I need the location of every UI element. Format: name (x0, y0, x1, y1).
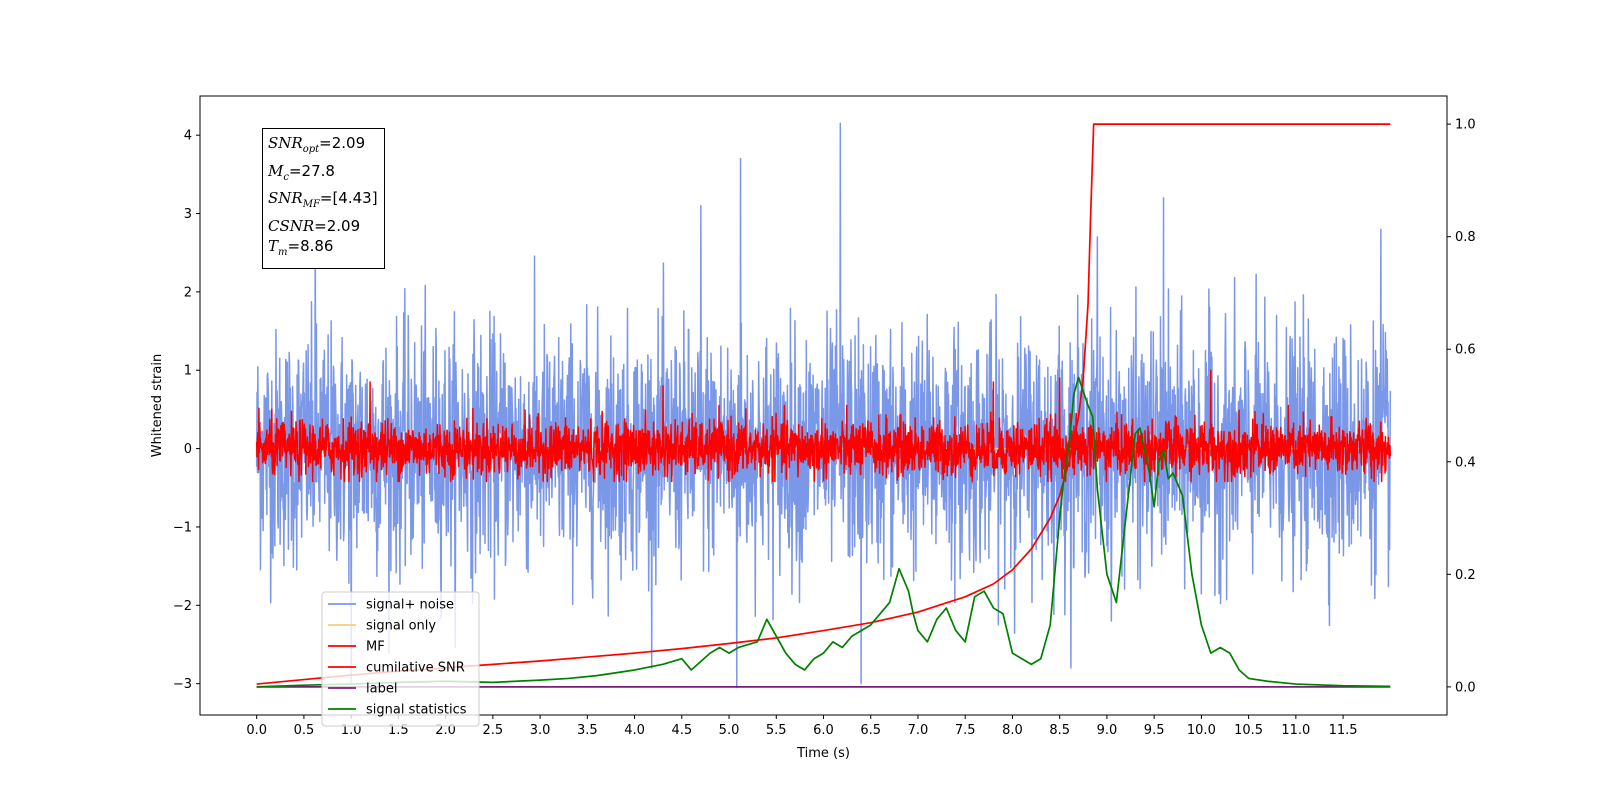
annotation-value: =27.8 (288, 161, 335, 180)
x-tick-label: 10.0 (1187, 723, 1216, 738)
x-tick-label: 1.5 (388, 723, 409, 738)
x-tick-label: 0.0 (246, 723, 267, 738)
annotation-row: SNRopt=2.09 (268, 133, 378, 161)
x-tick-label: 5.0 (719, 723, 740, 738)
x-tick-label: 3.5 (577, 723, 598, 738)
x-axis-label: Time (s) (796, 746, 850, 761)
legend-label-signal-noise: signal+ noise (366, 598, 454, 613)
legend-label-label: label (366, 682, 397, 697)
legend-label-cumilative-snr: cumilative SNR (366, 661, 465, 676)
annotation-subscript: MF (302, 199, 320, 210)
series-mf-line (255, 369, 1392, 483)
annotation-row: Tm=8.86 (268, 236, 378, 264)
y-tick-label: −1 (173, 520, 192, 535)
y-tick-label: 4 (184, 129, 192, 144)
x-tick-label: 9.0 (1097, 723, 1118, 738)
annotation-symbol: T (268, 237, 279, 255)
annotation-subscript: m (278, 247, 288, 258)
x-axis-ticks: 0.0 0.5 1.0 1.5 2.0 2.5 3.0 3.5 4.0 4.5 5.0 5.5 6.0 6… (246, 715, 1358, 738)
annotation-subscript: c (283, 171, 289, 183)
y-tick-label: 0 (184, 442, 192, 457)
annotation-value: =8.86 (287, 237, 334, 255)
annotation-row: CSNR=2.09 (268, 216, 378, 237)
left-axis-series (255, 122, 1392, 689)
annotation-symbol: SNR (268, 189, 303, 207)
legend-label-signal-only: signal only (366, 619, 436, 634)
legend-label-mf: MF (366, 640, 385, 655)
legend-label-signal-statistics: signal statistics (366, 703, 467, 718)
x-tick-label: 7.0 (908, 723, 929, 738)
x-tick-label: 11.5 (1329, 723, 1358, 738)
series-signal-statistics-line (256, 376, 1391, 688)
annotation-box: SNRopt=2.09 Mc=27.8 SNRMF=[4.43] CSNR=2.09 T… (262, 128, 385, 269)
x-tick-label: 2.0 (435, 723, 456, 738)
y2-tick-label: 0.0 (1455, 680, 1476, 695)
annotation-row: SNRMF=[4.43] (268, 188, 378, 216)
legend-box (321, 591, 480, 727)
x-tick-label: 0.5 (294, 723, 315, 738)
x-tick-label: 4.5 (671, 723, 692, 738)
annotation-value: =2.09 (319, 134, 366, 152)
y2-tick-label: 0.4 (1455, 455, 1476, 470)
x-tick-label: 3.0 (530, 723, 551, 738)
x-tick-label: 11.0 (1281, 723, 1310, 738)
y-tick-label: −3 (173, 677, 192, 692)
y2-tick-label: 0.8 (1455, 230, 1476, 245)
series-cumilative-snr-line (256, 123, 1391, 685)
annotation-symbol: SNR (268, 134, 303, 152)
y2-tick-label: 0.6 (1455, 343, 1476, 358)
annotation-symbol: CSNR (268, 216, 315, 235)
x-tick-label: 6.5 (860, 723, 881, 738)
x-tick-label: 1.0 (341, 723, 362, 738)
x-tick-label: 9.5 (1144, 723, 1165, 738)
legend: signal+ noise signal only MF cumilative SNR… (321, 591, 480, 727)
x-tick-label: 10.5 (1234, 723, 1263, 738)
y2-axis-ticks: 0.0 0.2 0.4 0.6 0.8 1.0 (1447, 118, 1476, 695)
annotation-subscript: opt (302, 144, 320, 155)
x-tick-label: 8.0 (1002, 723, 1023, 738)
annotation-row: Mc=27.8 (268, 161, 378, 189)
x-tick-label: 7.5 (955, 723, 976, 738)
y2-tick-label: 1.0 (1455, 118, 1476, 133)
annotation-value: =2.09 (314, 216, 361, 235)
y2-tick-label: 0.2 (1455, 568, 1476, 583)
y-axis-ticks: −3 −2 −1 0 1 2 3 4 (173, 129, 200, 692)
y-tick-label: 1 (184, 364, 192, 379)
x-tick-label: 5.5 (766, 723, 787, 738)
x-tick-label: 2.5 (483, 723, 504, 738)
x-tick-label: 6.0 (813, 723, 834, 738)
y-tick-label: −2 (173, 599, 192, 614)
annotation-symbol: M (268, 161, 284, 180)
x-tick-label: 4.0 (624, 723, 645, 738)
annotation-value: =[4.43] (319, 189, 378, 207)
y-axis-label: Whitened strain (150, 354, 165, 457)
y-tick-label: 2 (184, 285, 192, 300)
series-signal-noise-line (255, 122, 1392, 689)
x-tick-label: 8.5 (1049, 723, 1070, 738)
y-tick-label: 3 (184, 207, 192, 222)
